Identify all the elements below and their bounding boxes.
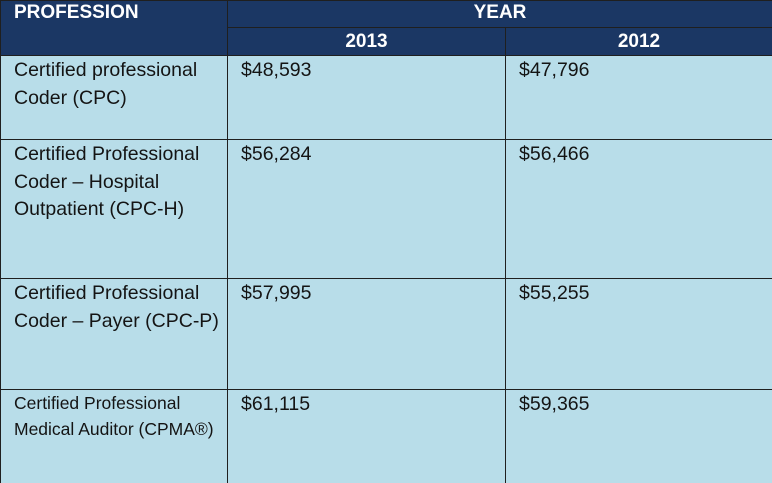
year-2013-header: 2013 bbox=[227, 27, 506, 56]
salary-2012-cell: $55,255 bbox=[504, 278, 772, 390]
year-2012-header: 2012 bbox=[504, 27, 772, 56]
table-row: Certified Professional Coder – Payer (CP… bbox=[0, 278, 772, 390]
salary-2012-cell: $59,365 bbox=[504, 389, 772, 483]
salary-2012-cell: $56,466 bbox=[504, 139, 772, 279]
salary-2013-cell: $48,593 bbox=[227, 55, 506, 140]
salary-2013-cell: $57,995 bbox=[227, 278, 506, 390]
year-subheader-row: 2013 2012 bbox=[1, 27, 772, 56]
salary-2013-cell: $61,115 bbox=[227, 389, 506, 483]
profession-cell: Certified Professional Coder – Payer (CP… bbox=[0, 278, 228, 390]
table-row: Certified Professional Medical Auditor (… bbox=[0, 389, 772, 483]
table-row: Certified professional Coder (CPC) $48,5… bbox=[0, 55, 772, 140]
header-row: PROFESSION YEAR bbox=[0, 0, 772, 56]
profession-header: PROFESSION bbox=[0, 0, 228, 56]
profession-cell: Certified professional Coder (CPC) bbox=[0, 55, 228, 140]
salary-2013-cell: $56,284 bbox=[227, 139, 506, 279]
year-header: YEAR bbox=[226, 0, 772, 28]
table-row: Certified Professional Coder – Hospital … bbox=[0, 139, 772, 279]
profession-cell: Certified Professional Medical Auditor (… bbox=[0, 389, 228, 483]
profession-cell: Certified Professional Coder – Hospital … bbox=[0, 139, 228, 279]
salary-2012-cell: $47,796 bbox=[504, 55, 772, 140]
